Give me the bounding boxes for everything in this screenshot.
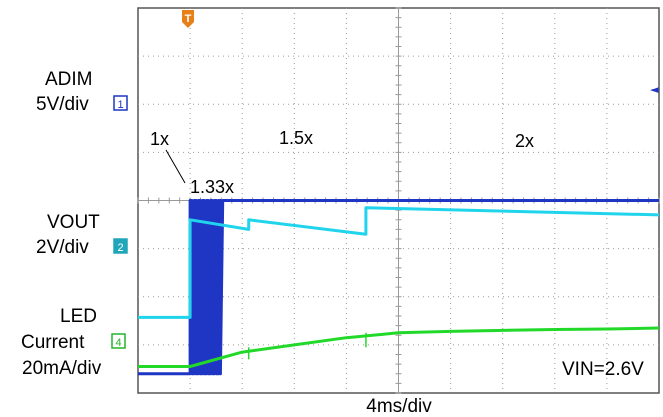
mode-label-1-5x: 1.5x xyxy=(279,128,313,148)
ch2-number: 2 xyxy=(117,242,123,254)
ch1-scale: 5V/div xyxy=(36,94,89,115)
ch2-scale: 2V/div xyxy=(36,237,89,258)
led-current-trace xyxy=(138,326,660,368)
ch2-number-badge: 2 xyxy=(113,238,128,254)
trigger-marker-label: T xyxy=(185,13,192,25)
mode-label-1x: 1x xyxy=(150,129,169,149)
ch1-name: ADIM xyxy=(45,69,93,90)
vout-trace xyxy=(138,206,660,319)
mode-label-1-33x: 1.33x xyxy=(190,177,234,197)
ch4-number-badge: 4 xyxy=(111,333,126,349)
ch4-number: 4 xyxy=(115,337,121,349)
mode-label-2x: 2x xyxy=(515,131,534,151)
ch4-name-line2: Current xyxy=(21,332,85,353)
mode-1x-pointer xyxy=(165,149,186,184)
ch2-name: VOUT xyxy=(47,212,100,233)
ch4-scale: 20mA/div xyxy=(22,358,102,379)
traces xyxy=(138,199,660,376)
trigger-marker: T xyxy=(182,10,194,28)
ch1-number-badge: 1 xyxy=(113,95,128,111)
vin-annotation: VIN=2.6V xyxy=(562,359,644,380)
ch4-name-line1: LED xyxy=(60,306,97,327)
ch1-number: 1 xyxy=(117,99,123,111)
offset-arrow-icon: ◄ xyxy=(650,83,659,96)
adim-trace xyxy=(138,199,659,376)
x-axis-label: 4ms/div xyxy=(366,396,432,417)
